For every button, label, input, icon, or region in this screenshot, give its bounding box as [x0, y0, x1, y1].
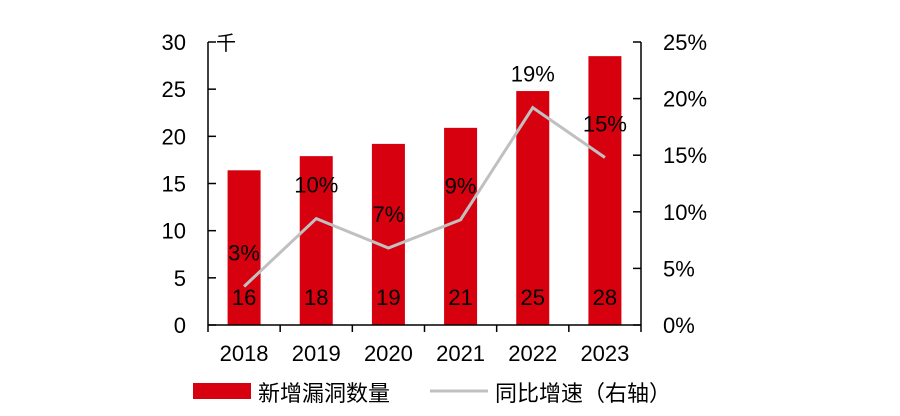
- growth-value-label: 15%: [583, 111, 627, 136]
- x-tick-label: 2022: [508, 341, 557, 366]
- bar-value-label: 19: [376, 285, 400, 310]
- x-tick-label: 2023: [580, 341, 629, 366]
- x-tick-label: 2021: [436, 341, 485, 366]
- left-tick-label: 30: [162, 30, 186, 55]
- x-tick-label: 2019: [292, 341, 341, 366]
- left-axis-unit-label: 千: [216, 32, 236, 55]
- bar-value-label: 18: [304, 285, 328, 310]
- legend: 新增漏洞数量 同比增速（右轴）: [193, 381, 671, 406]
- right-tick-label: 5%: [663, 256, 695, 281]
- bar-value-label: 25: [521, 285, 545, 310]
- left-tick-label: 15: [162, 172, 186, 197]
- growth-value-label: 7%: [373, 202, 405, 227]
- left-tick-label: 5: [174, 266, 186, 291]
- growth-value-label: 19%: [511, 62, 555, 87]
- bar-value-label: 28: [593, 285, 617, 310]
- right-tick-label: 10%: [663, 200, 707, 225]
- growth-value-label: 3%: [228, 241, 260, 266]
- left-tick-label: 25: [162, 77, 186, 102]
- left-tick-label: 20: [162, 124, 186, 149]
- x-tick-label: 2020: [364, 341, 413, 366]
- left-tick-label: 0: [174, 313, 186, 338]
- growth-value-label: 10%: [294, 173, 338, 198]
- growth-value-label: 9%: [445, 174, 477, 199]
- x-tick-label: 2018: [220, 341, 269, 366]
- legend-label-bar: 新增漏洞数量: [258, 381, 390, 406]
- right-tick-label: 20%: [663, 87, 707, 112]
- right-tick-label: 15%: [663, 143, 707, 168]
- right-tick-label: 0%: [663, 313, 695, 338]
- legend-label-line: 同比增速（右轴）: [495, 381, 671, 406]
- bar-value-label: 16: [232, 285, 256, 310]
- bar-value-label: 21: [448, 285, 472, 310]
- legend-swatch-bar: [193, 383, 251, 399]
- left-tick-label: 10: [162, 219, 186, 244]
- right-tick-label: 25%: [663, 30, 707, 55]
